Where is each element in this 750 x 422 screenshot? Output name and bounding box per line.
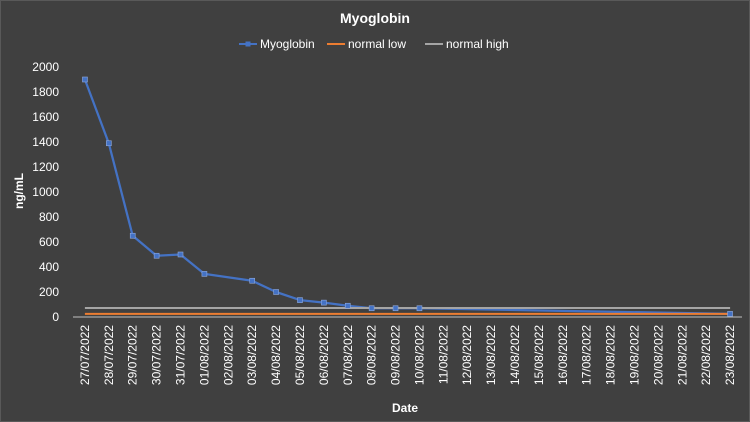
x-tick-label: 11/08/2022 [436, 325, 450, 384]
data-point [201, 271, 208, 277]
data-point [177, 251, 184, 258]
y-tick-label: 1400 [32, 135, 59, 149]
x-tick-label: 03/08/2022 [245, 325, 259, 385]
x-tick-label: 02/08/2022 [221, 325, 235, 385]
x-tick-label: 13/08/2022 [484, 325, 498, 385]
x-axis-title: Date [392, 401, 418, 415]
x-tick-label: 05/08/2022 [293, 325, 307, 385]
x-tick-label: 08/08/2022 [365, 325, 379, 385]
x-tick-label: 16/08/2022 [556, 325, 570, 385]
x-tick-label: 10/08/2022 [412, 325, 426, 385]
series-line-myoglobin [83, 79, 731, 316]
data-point [297, 297, 303, 303]
y-tick-label: 400 [39, 260, 59, 274]
data-point [106, 140, 112, 147]
legend-label: normal high [446, 37, 509, 51]
x-tick-label: 23/08/2022 [723, 325, 737, 385]
legend: Myoglobin normal low normal high [239, 37, 509, 51]
legend-label: Myoglobin [260, 37, 315, 51]
y-tick-label: 1800 [32, 85, 59, 99]
y-tick-label: 1000 [32, 185, 59, 199]
x-tick-label: 07/08/2022 [341, 325, 355, 385]
data-point [416, 305, 423, 312]
x-tick-label: 28/07/2022 [102, 325, 116, 385]
series-markers [82, 76, 733, 317]
data-point [153, 252, 160, 259]
x-tick-label: 18/08/2022 [604, 325, 618, 385]
legend-marker [245, 41, 251, 47]
x-tick-label: 09/08/2022 [389, 325, 403, 385]
y-axis-title: ng/mL [12, 173, 26, 209]
y-tick-label: 0 [52, 310, 59, 324]
y-tick-label: 200 [39, 285, 59, 299]
series-lines [83, 79, 731, 316]
x-tick-label: 20/08/2022 [651, 325, 665, 385]
y-tick-label: 1600 [32, 110, 59, 124]
data-point [249, 277, 255, 284]
x-tick-label: 30/07/2022 [150, 325, 164, 385]
data-point [82, 76, 88, 83]
y-tick-label: 2000 [32, 60, 59, 74]
data-point [368, 305, 375, 312]
y-tick-label: 800 [39, 210, 59, 224]
y-tick-label: 1200 [32, 160, 59, 174]
x-tick-label: 21/08/2022 [675, 325, 689, 385]
data-point [129, 232, 136, 239]
x-tick-label: 29/07/2022 [126, 325, 140, 385]
x-tick-label: 15/08/2022 [532, 325, 546, 385]
x-tick-label: 04/08/2022 [269, 325, 283, 385]
y-axis-ticks: 0 200 400 600 800 1000 1200 1400 1600 1800 2000 [32, 60, 59, 324]
x-tick-label: 22/08/2022 [699, 325, 713, 385]
x-tick-label: 06/08/2022 [317, 325, 331, 385]
x-tick-label: 14/08/2022 [508, 325, 522, 385]
x-axis-ticks: 27/07/2022 28/07/2022 29/07/2022 30/07/2022… [78, 325, 737, 385]
x-tick-label: 31/07/2022 [174, 325, 188, 385]
data-point [727, 311, 733, 317]
y-tick-label: 600 [39, 235, 59, 249]
x-tick-label: 12/08/2022 [460, 325, 474, 385]
x-tick-label: 27/07/2022 [78, 325, 92, 385]
x-tick-label: 19/08/2022 [627, 325, 641, 385]
x-tick-label: 17/08/2022 [580, 325, 594, 385]
legend-label: normal low [348, 37, 406, 51]
x-tick-label: 01/08/2022 [197, 325, 211, 385]
chart-title: Myoglobin [340, 10, 410, 26]
data-point [392, 305, 399, 312]
data-point [273, 289, 279, 295]
data-point [344, 302, 351, 309]
data-point [321, 299, 327, 306]
